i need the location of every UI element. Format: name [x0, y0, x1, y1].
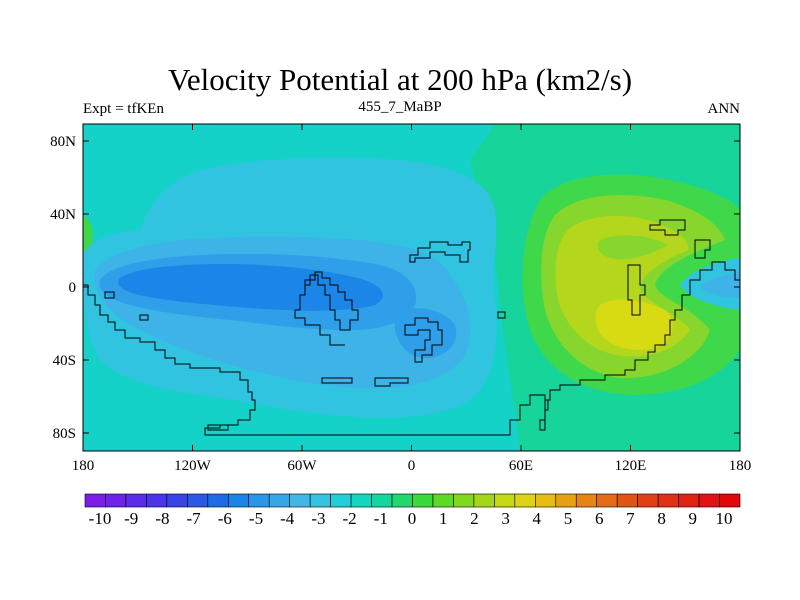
colorbar-label: 0	[408, 509, 417, 528]
x-tick-label: 180	[729, 458, 752, 474]
plot-title: Velocity Potential at 200 hPa (km2/s)	[167, 62, 633, 97]
y-tick-label: 40N	[50, 207, 76, 223]
colorbar-box	[105, 493, 127, 508]
colorbar-label: 2	[470, 509, 479, 528]
colorbar-box	[309, 493, 331, 508]
colorbar-label: -2	[343, 509, 357, 528]
coast-japan	[694, 239, 711, 259]
y-tick-label: 0	[69, 280, 77, 296]
colorbar-box	[84, 493, 106, 508]
colorbar-box	[432, 493, 454, 508]
coast-island-a	[321, 377, 353, 384]
coast-maritime	[404, 317, 443, 363]
x-tick-label: 60W	[287, 458, 317, 474]
colorbar-labels: -10 -9 -8 -7 -6 -5 -4 -3 -2 -1 0 1 2 3 4 5 6 7 8 9 10	[89, 509, 733, 528]
coast-ne	[649, 219, 686, 236]
field-neg3-south	[394, 308, 457, 359]
colorbar-box	[166, 493, 188, 508]
colorbar-box	[187, 493, 209, 508]
colorbar-box	[616, 493, 638, 508]
colorbar-label: -5	[249, 509, 263, 528]
colorbar-box	[596, 493, 618, 508]
colorbar-box	[248, 493, 270, 508]
colorbar-box	[719, 493, 741, 508]
contour-fill	[83, 124, 740, 451]
colorbar	[84, 493, 741, 508]
experiment-label: Expt = tfKEn	[83, 101, 164, 117]
y-tick-label: 40S	[53, 353, 76, 369]
coast-island-d	[139, 314, 149, 321]
colorbar-box	[657, 493, 679, 508]
colorbar-label: 4	[533, 509, 542, 528]
colorbar-box	[268, 493, 290, 508]
colorbar-label: -8	[155, 509, 169, 528]
colorbar-box	[350, 493, 372, 508]
coast-island-b	[374, 377, 409, 387]
colorbar-box	[678, 493, 700, 508]
colorbar-box	[494, 493, 516, 508]
colorbar-box	[207, 493, 229, 508]
colorbar-label: 3	[501, 509, 510, 528]
y-tick-label: 80N	[50, 134, 76, 150]
colorbar-label: 8	[657, 509, 666, 528]
colorbar-box	[575, 493, 598, 508]
coast-island-e	[497, 311, 506, 319]
colorbar-label: -6	[218, 509, 232, 528]
colorbar-box	[371, 493, 393, 508]
field-neg2-east	[700, 272, 740, 298]
colorbar-box	[330, 493, 352, 508]
coast-island-c	[104, 291, 115, 299]
coast-south-island	[207, 424, 229, 431]
colorbar-box	[146, 493, 168, 508]
tick-marks	[82, 124, 741, 451]
colorbar-label: 10	[716, 509, 733, 528]
coastlines	[83, 219, 740, 436]
colorbar-label: 9	[689, 509, 698, 528]
coast-east-asia	[627, 264, 646, 316]
colorbar-label: 5	[564, 509, 573, 528]
colorbar-label: 7	[626, 509, 635, 528]
colorbar-label: -7	[187, 509, 202, 528]
period-label: ANN	[707, 101, 741, 117]
field-pos3-ne	[597, 235, 668, 260]
colorbar-label: 6	[595, 509, 604, 528]
colorbar-label: 1	[439, 509, 448, 528]
colorbar-box	[473, 493, 495, 508]
colorbar-box	[125, 493, 147, 508]
x-tick-label: 120W	[174, 458, 212, 474]
colorbar-box	[637, 493, 659, 508]
colorbar-box	[698, 493, 720, 508]
field-neg4-west	[118, 264, 383, 311]
field-pos5-east	[595, 299, 673, 350]
x-tick-label: 120E	[615, 458, 647, 474]
colorbar-box	[535, 493, 557, 508]
colorbar-box	[412, 493, 434, 508]
colorbar-label: -4	[280, 509, 295, 528]
y-tick-label: 80S	[53, 426, 76, 442]
colorbar-label: -3	[311, 509, 325, 528]
run-label: 455_7_MaBP	[358, 99, 442, 115]
colorbar-box	[555, 493, 577, 508]
colorbar-box	[289, 493, 311, 508]
colorbar-box	[514, 493, 536, 508]
coast-africa	[294, 271, 359, 346]
colorbar-box	[453, 493, 475, 508]
coast-asia	[409, 241, 471, 263]
colorbar-label: -10	[89, 509, 112, 528]
colorbar-label: -9	[124, 509, 138, 528]
coast-americas	[83, 261, 740, 436]
colorbar-box	[391, 493, 413, 508]
x-tick-label: 180	[72, 458, 95, 474]
field-pos2-west	[83, 215, 93, 252]
colorbar-label: -1	[374, 509, 388, 528]
x-tick-label: 0	[408, 458, 416, 474]
colorbar-box	[227, 493, 250, 508]
x-tick-label: 60E	[509, 458, 533, 474]
